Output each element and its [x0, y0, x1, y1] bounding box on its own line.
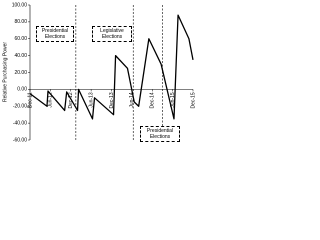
annotation: Presidential Elections [36, 26, 74, 42]
line [29, 14, 194, 120]
y-tick-label: -20.00 [13, 104, 27, 110]
x-tick-label: Dec-15 [190, 92, 196, 108]
y-tick-label: 40.00 [14, 53, 27, 59]
x-tick-label: Jun-14 [129, 92, 135, 108]
y-tick-label: 20.00 [14, 70, 27, 76]
x-tick-label: Jun-15 [170, 92, 176, 108]
chart-svg: Relative Purchasing Power -60.00 -40.00 -2… [2, 2, 196, 143]
annotation: Presidential Elections [140, 126, 180, 142]
y-tick-label: -60.00 [13, 137, 27, 143]
x-tick-label: Dec-14 [150, 92, 156, 108]
x-tick-label: Jun-13 [88, 92, 94, 108]
chart: Relative Purchasing Power -60.00 -40.00 -2… [0, 0, 199, 150]
x-tick-label: Dec-11 [27, 92, 33, 108]
y-tick-label: 0.00 [17, 87, 27, 93]
y-tick-label: 60.00 [14, 36, 27, 42]
y-tick-label: -40.00 [13, 120, 27, 126]
y-tick-label: 100.00 [12, 2, 28, 8]
annotation: Legislative Elections [92, 26, 132, 42]
y-axis-label: Relative Purchasing Power [2, 42, 8, 102]
y-tick-label: 80.00 [14, 19, 27, 25]
x-tick-label: Jun-12 [48, 92, 54, 108]
x-tick-label: Dec-13 [109, 92, 115, 108]
